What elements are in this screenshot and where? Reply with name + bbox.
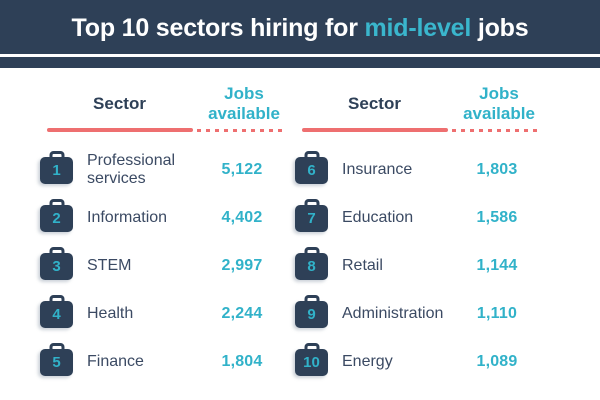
table-row: 8 Retail 1,144 [295, 242, 540, 290]
table-row: 7 Education 1,586 [295, 194, 540, 242]
briefcase-handle [49, 342, 64, 357]
jobs-value: 2,244 [221, 305, 263, 322]
sector-label: Finance [87, 352, 144, 370]
table-header-left: Sector Jobs available [40, 80, 287, 146]
jobs-value: 1,144 [476, 257, 518, 274]
briefcase-icon: 10 [295, 342, 328, 376]
banner-divider-line [0, 54, 600, 57]
column-header-jobs: Jobs available [452, 80, 542, 146]
briefcase-icon: 5 [40, 342, 73, 376]
briefcase-icon: 6 [295, 150, 328, 184]
sector-underline [46, 128, 193, 132]
column-header-jobs: Jobs available [197, 80, 287, 146]
column-header-sector: Sector [295, 80, 454, 146]
briefcase-handle [49, 198, 64, 213]
sector-underline [301, 128, 448, 132]
sector-label: Administration [342, 304, 444, 322]
jobs-header-label: Jobs available [463, 84, 535, 123]
rank-number: 4 [52, 305, 61, 323]
sector-tables: Sector Jobs available 1 Professional ser… [40, 80, 542, 386]
title-banner: Top 10 sectors hiring for mid-level jobs [0, 0, 600, 68]
table-row: 9 Administration 1,110 [295, 290, 540, 338]
jobs-value: 2,997 [221, 257, 263, 274]
table-header-right: Sector Jobs available [295, 80, 542, 146]
jobs-value: 1,803 [476, 161, 518, 178]
rank-number: 2 [52, 209, 61, 227]
briefcase-icon: 8 [295, 246, 328, 280]
rank-number: 9 [307, 305, 316, 323]
rank-number: 3 [52, 257, 61, 275]
sector-label: Professional services [87, 151, 176, 187]
table-row: 1 Professional services 5,122 [40, 146, 285, 194]
table-row: 10 Energy 1,089 [295, 338, 540, 386]
sector-label: Health [87, 304, 134, 322]
sector-table-left: Sector Jobs available 1 Professional ser… [40, 80, 287, 386]
sector-header-label: Sector [348, 94, 401, 114]
briefcase-icon: 3 [40, 246, 73, 280]
sector-header-label: Sector [93, 94, 146, 114]
table-rows-left: 1 Professional services 5,122 2 Informat… [40, 146, 285, 386]
briefcase-handle [304, 294, 319, 309]
sector-label: STEM [87, 256, 132, 274]
jobs-header-label: Jobs available [208, 84, 280, 123]
title-highlight: mid-level [364, 14, 472, 42]
rank-number: 10 [303, 353, 320, 371]
rank-number: 8 [307, 257, 316, 275]
sector-table-right: Sector Jobs available 6 Insurance 1,803 [295, 80, 542, 386]
table-row: 4 Health 2,244 [40, 290, 285, 338]
rank-number: 7 [307, 209, 316, 227]
jobs-value: 1,804 [221, 353, 263, 370]
briefcase-handle [49, 294, 64, 309]
page-title: Top 10 sectors hiring for mid-level jobs [0, 14, 600, 43]
sector-label: Education [342, 208, 414, 226]
table-row: 5 Finance 1,804 [40, 338, 285, 386]
briefcase-icon: 2 [40, 198, 73, 232]
sector-label: Energy [342, 352, 393, 370]
jobs-underline [452, 129, 542, 132]
title-prefix: Top 10 sectors hiring for [71, 14, 358, 42]
sector-label: Information [87, 208, 168, 226]
jobs-value: 1,110 [476, 305, 518, 322]
rank-number: 6 [307, 161, 316, 179]
briefcase-handle [49, 150, 64, 165]
briefcase-icon: 7 [295, 198, 328, 232]
table-row: 2 Information 4,402 [40, 194, 285, 242]
briefcase-icon: 9 [295, 294, 328, 328]
briefcase-handle [304, 246, 319, 261]
rank-number: 5 [52, 353, 61, 371]
jobs-value: 4,402 [221, 209, 263, 226]
briefcase-handle [304, 198, 319, 213]
title-suffix: jobs [477, 14, 529, 42]
column-header-sector: Sector [40, 80, 199, 146]
jobs-value: 1,089 [476, 353, 518, 370]
table-row: 3 STEM 2,997 [40, 242, 285, 290]
rank-number: 1 [52, 161, 61, 179]
jobs-value: 1,586 [476, 209, 518, 226]
briefcase-icon: 1 [40, 150, 73, 184]
briefcase-handle [49, 246, 64, 261]
jobs-value: 5,122 [221, 161, 263, 178]
sector-label: Retail [342, 256, 383, 274]
briefcase-handle [304, 150, 319, 165]
briefcase-icon: 4 [40, 294, 73, 328]
table-row: 6 Insurance 1,803 [295, 146, 540, 194]
table-rows-right: 6 Insurance 1,803 7 Education 1,586 [295, 146, 540, 386]
briefcase-handle [304, 342, 319, 357]
sector-label: Insurance [342, 160, 413, 178]
jobs-underline [197, 129, 287, 132]
